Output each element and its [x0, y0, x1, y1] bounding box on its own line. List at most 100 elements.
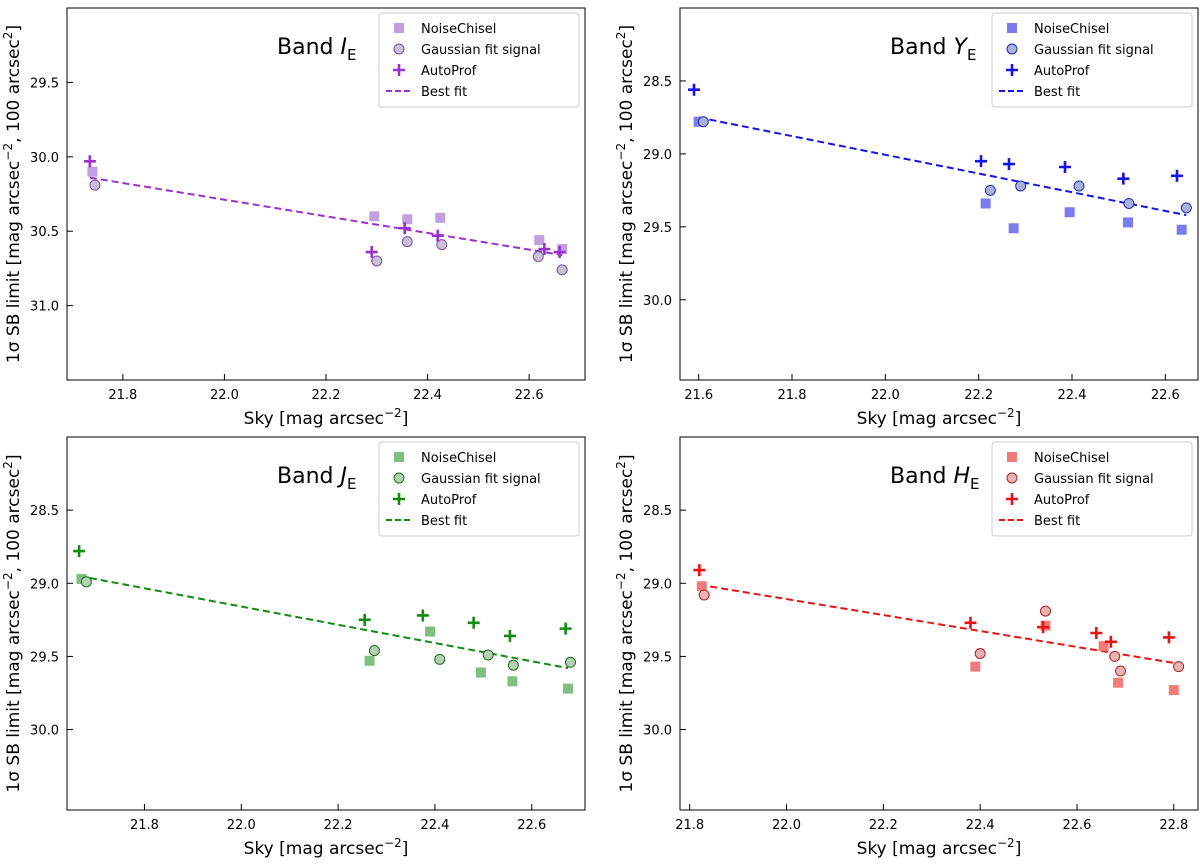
noisechisel-point — [402, 214, 413, 225]
best-fit-line — [78, 574, 569, 670]
legend-label-noisechisel: NoiseChisel — [1034, 451, 1109, 466]
y-axis-label: 1σ SB limit [mag arcsec−2, 100 arcsec2] — [1, 25, 24, 363]
x-axis-label: Sky [mag arcsec−2] — [244, 406, 409, 429]
legend-box — [378, 12, 580, 108]
noisechisel-point — [970, 661, 981, 672]
noisechisel-point — [980, 198, 991, 209]
legend-label-autoprof: AutoProf — [421, 493, 477, 508]
legend-box — [378, 441, 580, 537]
legend-label-noisechisel: NoiseChisel — [421, 451, 496, 466]
legend-autoprof-icon — [1006, 493, 1018, 505]
y-tick-label: 28.5 — [643, 75, 672, 90]
noisechisel-point — [364, 655, 375, 666]
autoprof-point — [538, 243, 551, 256]
legend-box — [991, 441, 1193, 537]
gaussian-point — [556, 264, 568, 276]
x-tick-label: 22.2 — [964, 388, 993, 403]
y-tick-label: 29.5 — [643, 221, 672, 236]
y-tick-label: 29.5 — [643, 650, 672, 665]
x-tick-label: 22.2 — [324, 818, 353, 833]
plot-frame — [679, 7, 1199, 381]
y-axis-label: 1σ SB limit [mag arcsec−2, 100 arcsec2] — [1, 454, 24, 792]
y-tick-label: 29.0 — [643, 148, 672, 163]
autoprof-point — [1003, 158, 1015, 171]
y-axis-label: 1σ SB limit [mag arcsec−2, 100 arcsec2] — [614, 454, 637, 792]
y-tick-label: 30.5 — [30, 225, 59, 240]
autoprof-point — [693, 564, 706, 577]
gaussian-point — [564, 656, 576, 668]
gaussian-point — [698, 589, 710, 601]
gaussian-point — [532, 250, 544, 262]
legend-gaussian-icon — [1006, 472, 1018, 484]
y-tick-label: 30.0 — [30, 724, 59, 739]
noisechisel-point — [475, 667, 486, 678]
noisechisel-point — [425, 626, 436, 637]
gaussian-point — [1109, 650, 1121, 662]
gaussian-point — [984, 184, 996, 196]
y-tick-label: 29.5 — [30, 76, 59, 91]
y-tick-label: 29.0 — [643, 577, 672, 592]
x-tick-label: 21.8 — [130, 818, 159, 833]
gaussian-point — [401, 236, 413, 248]
noisechisel-point — [435, 212, 446, 223]
autoprof-point — [467, 616, 480, 629]
noisechisel-point — [87, 166, 98, 177]
autoprof-point — [964, 616, 977, 629]
noisechisel-point — [507, 676, 518, 687]
band-title: Band YE — [890, 35, 976, 64]
gaussian-point — [80, 576, 92, 588]
gaussian-point — [1123, 197, 1135, 209]
y-tick-label: 29.0 — [30, 577, 59, 592]
autoprof-point — [975, 155, 987, 168]
legend-gaussian-icon — [393, 43, 405, 55]
legend-autoprof-icon — [393, 493, 405, 505]
noisechisel-point — [1040, 620, 1051, 631]
legend-noisechisel-icon — [394, 23, 404, 33]
autoprof-point — [431, 229, 444, 242]
x-tick-label: 21.8 — [108, 388, 137, 403]
gaussian-point — [1073, 180, 1085, 192]
noisechisel-point — [696, 581, 707, 592]
autoprof-point — [83, 155, 96, 168]
noisechisel-point — [76, 573, 87, 584]
legend-label-bestfit: Best fit — [421, 85, 467, 100]
autoprof-point — [1104, 635, 1117, 648]
legend-label-autoprof: AutoProf — [1034, 493, 1090, 508]
legend-noisechisel-icon — [1007, 23, 1017, 33]
noisechisel-point — [1113, 677, 1124, 688]
x-axis-label: Sky [mag arcsec−2] — [857, 836, 1022, 859]
y-tick-label: 30.0 — [643, 294, 672, 309]
gaussian-point — [436, 239, 448, 251]
autoprof-point — [365, 246, 378, 259]
noisechisel-point — [563, 683, 574, 694]
noisechisel-point — [1098, 641, 1109, 652]
legend-box — [991, 12, 1193, 108]
legend-label-bestfit: Best fit — [1034, 85, 1080, 100]
x-tick-label: 22.6 — [515, 388, 544, 403]
autoprof-point — [1162, 631, 1175, 644]
best-fit-line — [699, 583, 1179, 665]
legend-gaussian-icon — [1006, 43, 1018, 55]
legend-label-gaussian: Gaussian fit signal — [421, 43, 541, 58]
y-tick-label: 29.5 — [30, 650, 59, 665]
y-tick-label: 30.0 — [30, 151, 59, 166]
band-title: Band JE — [277, 464, 356, 493]
legend-noisechisel-icon — [1007, 452, 1017, 462]
noisechisel-point — [1123, 217, 1133, 228]
x-tick-label: 22.6 — [1151, 388, 1180, 403]
gaussian-point — [1173, 661, 1185, 673]
x-tick-label: 22.0 — [210, 388, 239, 403]
autoprof-point — [503, 629, 516, 642]
x-tick-label: 21.6 — [684, 388, 713, 403]
x-tick-label: 22.8 — [1159, 818, 1188, 833]
x-axis-label: Sky [mag arcsec−2] — [244, 836, 409, 859]
legend-label-noisechisel: NoiseChisel — [1034, 22, 1109, 37]
legend-label-noisechisel: NoiseChisel — [421, 22, 496, 37]
autoprof-point — [1117, 172, 1130, 185]
legend-label-autoprof: AutoProf — [1034, 64, 1090, 79]
x-tick-label: 22.6 — [1062, 818, 1091, 833]
noisechisel-point — [1008, 223, 1019, 234]
plot-frame — [66, 7, 586, 381]
x-axis-label: Sky [mag arcsec−2] — [857, 406, 1022, 429]
